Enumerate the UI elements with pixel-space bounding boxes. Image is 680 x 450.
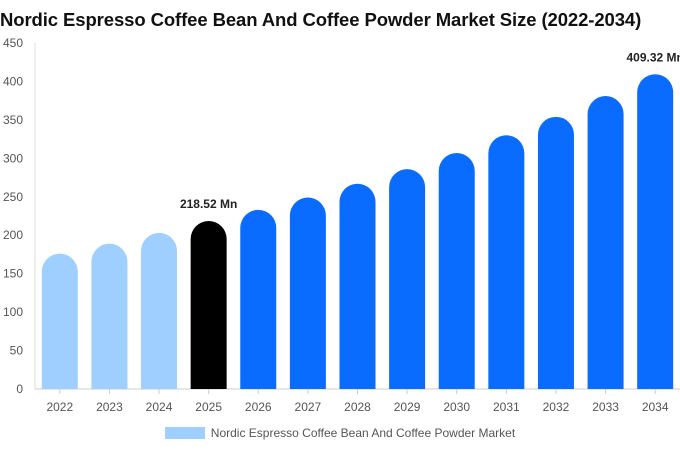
y-tick-label: 200: [3, 228, 23, 242]
y-axis: 0 50 100 150 200 250 300 350 400 450: [3, 36, 36, 396]
x-tick-label: 2025: [195, 400, 222, 414]
legend-label: Nordic Espresso Coffee Bean And Coffee P…: [210, 426, 516, 440]
x-tick-label: 2031: [493, 400, 520, 414]
legend: Nordic Espresso Coffee Bean And Coffee P…: [0, 426, 680, 440]
bar-2033: [587, 96, 624, 389]
bar-2023: [91, 243, 128, 389]
y-tick-label: 400: [3, 74, 23, 88]
bar-2025: [190, 220, 227, 389]
x-tick-label: 2028: [344, 400, 371, 414]
data-label-2025: 218.52 Mn: [180, 197, 237, 211]
bars: [41, 74, 674, 389]
bar-2029: [389, 169, 426, 389]
bar-2030: [438, 152, 475, 389]
bar-2032: [537, 116, 574, 389]
x-tick-label: 2024: [146, 400, 173, 414]
bar-2026: [240, 209, 277, 389]
bar-2024: [141, 232, 178, 389]
x-tick-label: 2033: [592, 400, 619, 414]
x-tick-label: 2023: [96, 400, 123, 414]
y-tick-label: 150: [3, 267, 23, 281]
x-tick-label: 2027: [295, 400, 322, 414]
y-tick-label: 0: [16, 382, 23, 396]
x-tick-label: 2030: [443, 400, 470, 414]
bar-2031: [488, 135, 525, 389]
bar-2027: [289, 197, 326, 389]
y-tick-label: 350: [3, 113, 23, 127]
x-tick-label: 2029: [394, 400, 421, 414]
legend-swatch: [164, 427, 205, 439]
x-tick-label: 2032: [543, 400, 570, 414]
y-tick-label: 300: [3, 151, 23, 165]
y-tick-label: 450: [3, 36, 23, 50]
data-label-2034: 409.32 Mn: [627, 50, 680, 64]
chart-title: Nordic Espresso Coffee Bean And Coffee P…: [0, 9, 642, 30]
x-tick-label: 2026: [245, 400, 272, 414]
x-tick-label: 2034: [642, 400, 669, 414]
x-tick-label: 2022: [46, 400, 73, 414]
y-tick-label: 250: [3, 190, 23, 204]
bar-2028: [339, 183, 376, 389]
y-tick-label: 100: [3, 305, 23, 319]
y-tick-label: 50: [10, 344, 24, 358]
bar-2034: [637, 74, 674, 389]
x-axis: 2022 2023 2024 2025 2026 2027 2028 2029 2030 2031…: [35, 388, 680, 414]
bar-2022: [41, 253, 78, 389]
data-labels: 218.52 Mn 409.32 Mn: [180, 50, 680, 211]
